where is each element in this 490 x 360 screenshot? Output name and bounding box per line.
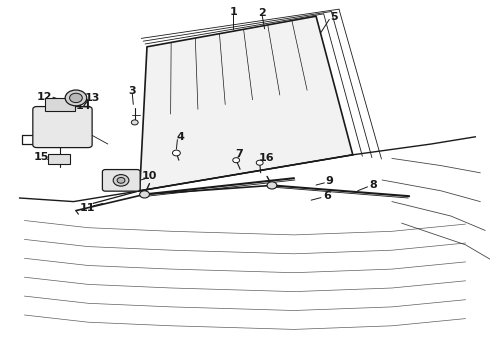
FancyBboxPatch shape — [45, 98, 75, 111]
Text: 13: 13 — [84, 93, 100, 103]
Text: 8: 8 — [369, 180, 377, 190]
Circle shape — [70, 93, 82, 103]
Text: 4: 4 — [176, 132, 184, 142]
Text: 9: 9 — [325, 176, 333, 186]
Text: 14: 14 — [75, 101, 91, 111]
Text: 12: 12 — [36, 92, 52, 102]
Text: 15: 15 — [34, 152, 49, 162]
Text: 6: 6 — [323, 191, 331, 201]
Text: 5: 5 — [330, 12, 338, 22]
Text: 2: 2 — [258, 8, 266, 18]
Text: 3: 3 — [128, 86, 136, 96]
Text: 16: 16 — [258, 153, 274, 163]
Text: 7: 7 — [235, 149, 243, 159]
Circle shape — [65, 90, 87, 106]
Circle shape — [131, 120, 138, 125]
FancyBboxPatch shape — [102, 170, 140, 191]
Text: 11: 11 — [79, 203, 95, 213]
Circle shape — [117, 177, 125, 183]
FancyBboxPatch shape — [33, 107, 92, 148]
Text: 10: 10 — [142, 171, 157, 181]
Polygon shape — [140, 16, 353, 191]
Circle shape — [140, 191, 149, 198]
Circle shape — [172, 150, 180, 156]
Circle shape — [113, 175, 129, 186]
Circle shape — [256, 160, 263, 165]
Text: 1: 1 — [229, 6, 237, 17]
Circle shape — [267, 182, 277, 189]
FancyBboxPatch shape — [48, 154, 70, 164]
Circle shape — [233, 158, 240, 163]
